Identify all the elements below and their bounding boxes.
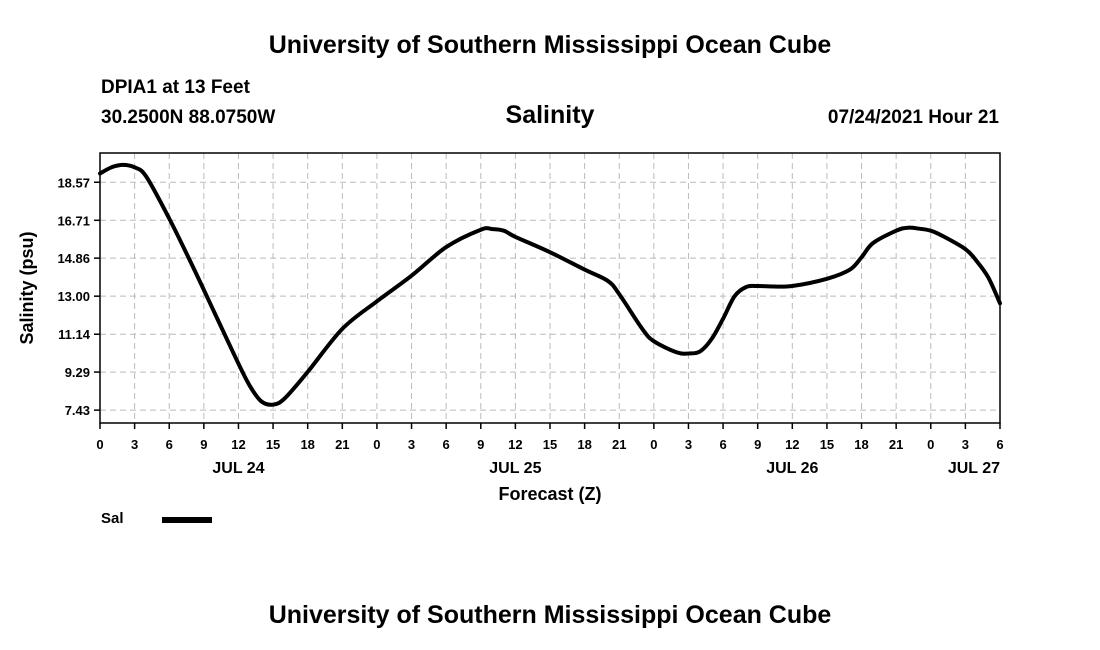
x-tick-label: 6 [719, 437, 726, 452]
x-tick-label: 0 [96, 437, 103, 452]
x-tick-label: 15 [543, 437, 557, 452]
x-tick-label: 18 [854, 437, 868, 452]
x-tick-label: 21 [889, 437, 903, 452]
series-line-sal [98, 162, 1002, 407]
x-tick-label: 12 [231, 437, 245, 452]
y-tick-label: 7.43 [65, 403, 90, 418]
top-title: University of Southern Mississippi Ocean… [268, 31, 832, 59]
station-coordinates: 30.2500N 88.0750W [101, 107, 276, 128]
date-label: JUL 27 [948, 460, 1000, 477]
x-tick-label: 0 [373, 437, 380, 452]
x-tick-label: 0 [650, 437, 657, 452]
x-tick-label: 21 [335, 437, 349, 452]
x-tick-label: 6 [443, 437, 450, 452]
date-label: JUL 24 [212, 460, 264, 477]
x-tick-label: 3 [131, 437, 138, 452]
x-tick-label: 9 [754, 437, 761, 452]
x-tick-label: 15 [820, 437, 834, 452]
x-tick-label: 9 [477, 437, 484, 452]
legend-label: Sal [101, 510, 124, 527]
x-tick-label: 21 [612, 437, 626, 452]
x-tick-label: 9 [200, 437, 207, 452]
y-tick-label: 14.86 [57, 251, 90, 266]
x-tick-label: 15 [266, 437, 280, 452]
y-tick-label: 11.14 [58, 327, 91, 342]
x-tick-label: 18 [300, 437, 314, 452]
x-axis-label: Forecast (Z) [498, 484, 601, 504]
y-tick-label: 16.71 [57, 213, 90, 228]
series-layer [98, 162, 1002, 407]
x-tick-label: 3 [962, 437, 969, 452]
date-label: JUL 25 [489, 460, 541, 477]
x-tick-label: 3 [685, 437, 692, 452]
bottom-title: University of Southern Mississippi Ocean… [268, 601, 832, 629]
x-tick-label: 3 [408, 437, 415, 452]
x-tick-label: 12 [508, 437, 522, 452]
x-tick-label: 18 [577, 437, 591, 452]
salinity-chart: 7.43 9.29 11.14 13.00 14.86 16.71 18.57 0 3 6 9 12 1… [17, 152, 1004, 504]
y-tick-label: 9.29 [65, 365, 90, 380]
x-tick-label: 6 [166, 437, 173, 452]
legend-swatch [162, 517, 212, 523]
forecast-datetime: 07/24/2021 Hour 21 [827, 107, 999, 128]
x-tick-label: 6 [996, 437, 1003, 452]
y-axis-label: Salinity (psu) [17, 231, 37, 344]
station-label: DPIA1 at 13 Feet [101, 77, 250, 98]
x-tick-label: 12 [785, 437, 799, 452]
date-label: JUL 26 [766, 460, 818, 477]
axis-ticks: 7.43 9.29 11.14 13.00 14.86 16.71 18.57 0 3 6 9 12 1… [57, 175, 1003, 477]
y-tick-label: 13.00 [57, 289, 90, 304]
grid [99, 153, 1001, 423]
x-tick-label: 0 [927, 437, 934, 452]
y-tick-label: 18.57 [57, 175, 90, 190]
chart-title: Salinity [505, 101, 595, 129]
